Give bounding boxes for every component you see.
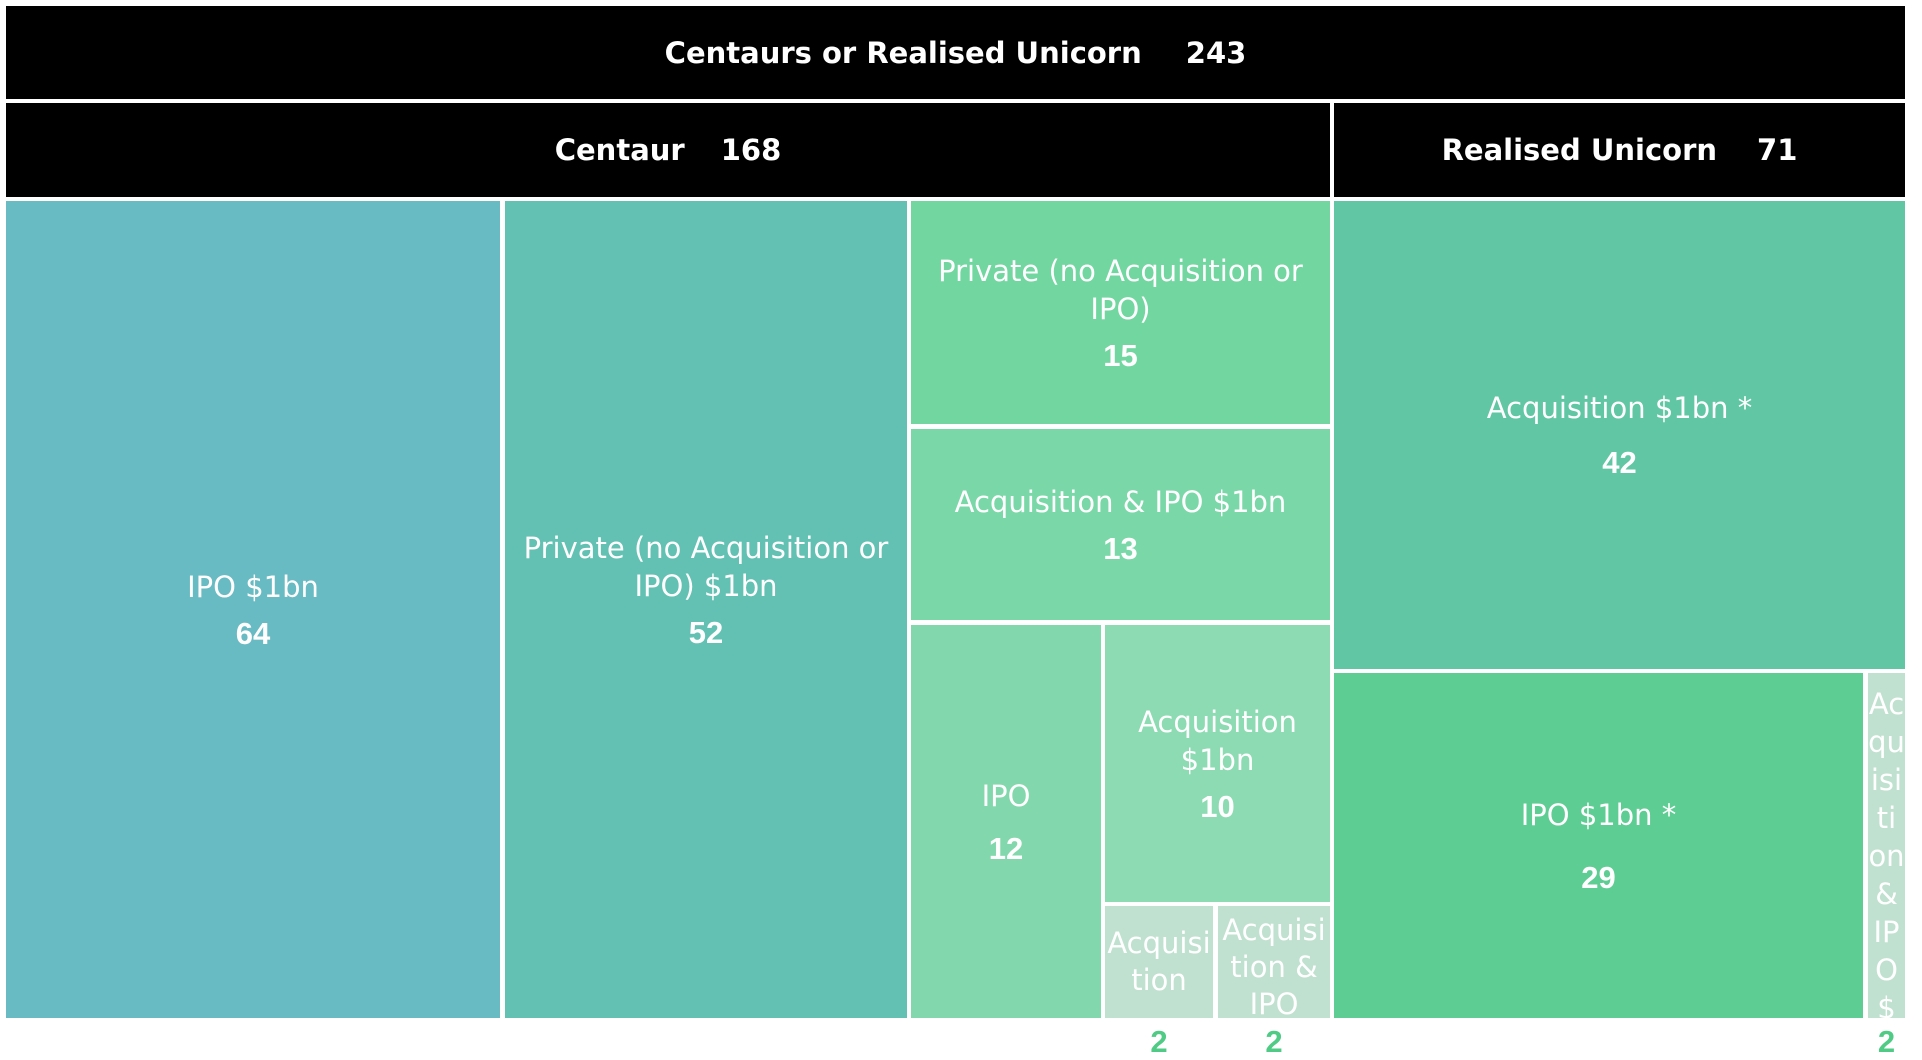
tile-value-outside-realised-acquisition-ipo: 2 [1877,1024,1896,1059]
tile-realised-acquisition-ipo[interactable]: Acquisition & IPO $ [1868,673,1905,1018]
tile-value: 13 [1103,530,1138,566]
tile-label: Acquisition & IPO $1bn [954,484,1287,519]
tile-label: IPO $1bn [187,569,319,604]
group-label-realised-unicorn: Realised Unicorn [1441,133,1718,167]
root-header-value: 243 [1185,35,1247,70]
group-header-centaur[interactable]: Centaur 168 [6,103,1330,197]
group-value-realised-unicorn: 71 [1757,133,1798,167]
tile-label: Acquisition $1bn [1138,704,1297,777]
tile-acquisition-ipo-1bn[interactable]: Acquisition & IPO $1bn 13 [911,429,1330,620]
tile-value: 42 [1602,445,1637,480]
tile-label: Acquisition & IPO $ [1868,687,1905,1018]
tile-value-outside-acquisition-ipo: 2 [1265,1024,1283,1059]
tile-value-outside-acquisition: 2 [1150,1024,1168,1059]
tile-value: 15 [1103,337,1138,373]
tile-value: 12 [988,830,1024,866]
tile-label: Acquisition & IPO [1222,913,1326,1018]
tile-value: 10 [1200,788,1235,824]
tile-value: 52 [688,614,724,650]
group-header-realised-unicorn[interactable]: Realised Unicorn 71 [1334,103,1905,197]
tile-value: 64 [235,615,271,651]
tile-ipo-1bn[interactable]: IPO $1bn 64 [6,201,500,1018]
tile-acquisition-ipo[interactable]: Acquisition & IPO [1218,906,1330,1018]
tile-label: Acquisition [1107,926,1211,997]
tile-label: Private (no Acquisition or IPO) $1bn [523,530,889,603]
tile-ipo[interactable]: IPO 12 [911,625,1101,1018]
group-label-centaur: Centaur [554,133,685,167]
tile-realised-ipo-1bn[interactable]: IPO $1bn * 29 [1334,673,1863,1018]
tile-label: Acquisition $1bn * [1486,391,1753,425]
tile-label: IPO [981,778,1031,813]
tile-label: Private (no Acquisition or IPO) [938,253,1303,326]
tile-acquisition[interactable]: Acquisition [1105,906,1213,1018]
group-value-centaur: 168 [720,133,782,167]
root-header[interactable]: Centaurs or Realised Unicorn 243 [6,6,1905,99]
tile-private[interactable]: Private (no Acquisition or IPO) 15 [911,201,1330,424]
tile-private-1bn[interactable]: Private (no Acquisition or IPO) $1bn 52 [505,201,907,1018]
root-header-label: Centaurs or Realised Unicorn [664,35,1142,70]
tile-realised-acquisition-1bn[interactable]: Acquisition $1bn * 42 [1334,201,1905,669]
tile-value: 29 [1581,859,1616,895]
tile-label: IPO $1bn * [1520,797,1677,832]
tile-acquisition-1bn[interactable]: Acquisition $1bn 10 [1105,625,1330,902]
